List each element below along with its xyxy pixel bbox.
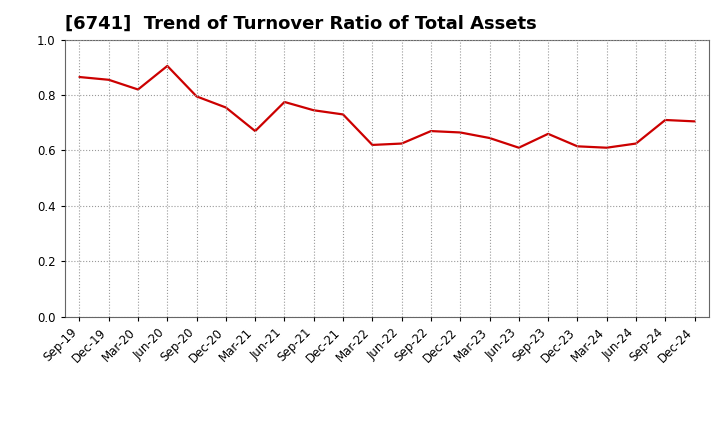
Text: [6741]  Trend of Turnover Ratio of Total Assets: [6741] Trend of Turnover Ratio of Total … [65,15,536,33]
